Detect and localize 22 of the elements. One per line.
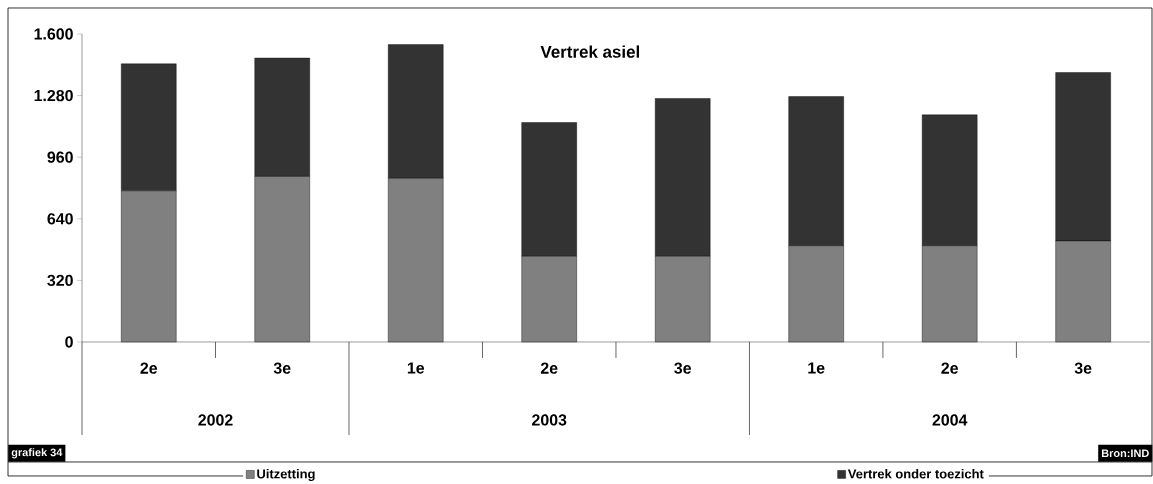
legend-label: Vertrek onder toezicht xyxy=(847,468,984,479)
x-tick-label: 1e xyxy=(808,362,825,374)
y-tick-label: 640 xyxy=(47,213,73,225)
text: 2004 xyxy=(932,414,968,426)
x-tick-label: 3e xyxy=(1074,362,1092,374)
text: grafiek 34 xyxy=(11,448,63,459)
y-tick-label: 1.600 xyxy=(34,28,73,40)
y-tick-label: 960 xyxy=(47,151,73,163)
text: 2002 xyxy=(198,414,233,426)
x-tick-label: 2e xyxy=(140,362,158,374)
y-tick-label: 1.280 xyxy=(34,89,73,102)
text: Bron:IND xyxy=(1101,449,1149,458)
x-tick-label: 3e xyxy=(273,362,291,374)
text: 2003 xyxy=(532,414,567,426)
text: Vertrek asiel xyxy=(540,45,639,58)
x-tick-label: 1e xyxy=(407,362,425,374)
x-tick-label: 2e xyxy=(941,362,958,374)
legend-label: Uitzetting xyxy=(257,468,315,482)
x-tick-label: 2e xyxy=(540,362,558,374)
y-tick-label: 0 xyxy=(65,336,73,348)
y-tick-label: 320 xyxy=(47,274,73,287)
x-tick-label: 3e xyxy=(674,362,692,374)
